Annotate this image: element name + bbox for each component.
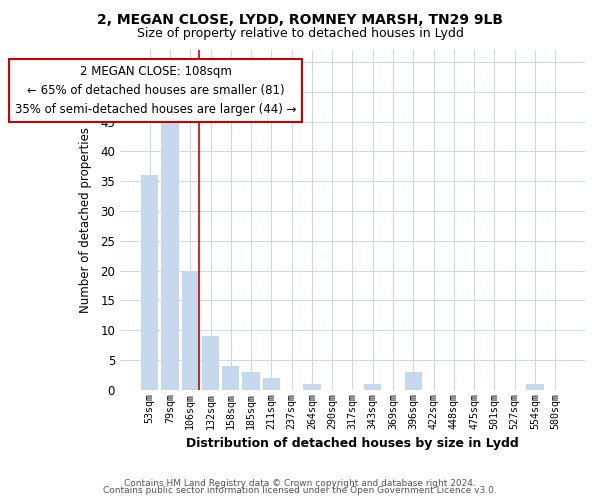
Y-axis label: Number of detached properties: Number of detached properties — [79, 127, 92, 313]
Text: 2 MEGAN CLOSE: 108sqm
← 65% of detached houses are smaller (81)
35% of semi-deta: 2 MEGAN CLOSE: 108sqm ← 65% of detached … — [15, 65, 296, 116]
Bar — [182, 270, 199, 390]
Bar — [303, 384, 320, 390]
Bar — [242, 372, 260, 390]
Text: Contains public sector information licensed under the Open Government Licence v3: Contains public sector information licen… — [103, 486, 497, 495]
Bar — [202, 336, 219, 390]
Bar — [526, 384, 544, 390]
Text: Contains HM Land Registry data © Crown copyright and database right 2024.: Contains HM Land Registry data © Crown c… — [124, 478, 476, 488]
Bar — [404, 372, 422, 390]
Bar — [364, 384, 382, 390]
Text: Size of property relative to detached houses in Lydd: Size of property relative to detached ho… — [137, 28, 463, 40]
Bar — [141, 175, 158, 390]
Bar — [161, 122, 179, 390]
Bar — [263, 378, 280, 390]
Bar — [222, 366, 239, 390]
X-axis label: Distribution of detached houses by size in Lydd: Distribution of detached houses by size … — [186, 437, 519, 450]
Text: 2, MEGAN CLOSE, LYDD, ROMNEY MARSH, TN29 9LB: 2, MEGAN CLOSE, LYDD, ROMNEY MARSH, TN29… — [97, 12, 503, 26]
